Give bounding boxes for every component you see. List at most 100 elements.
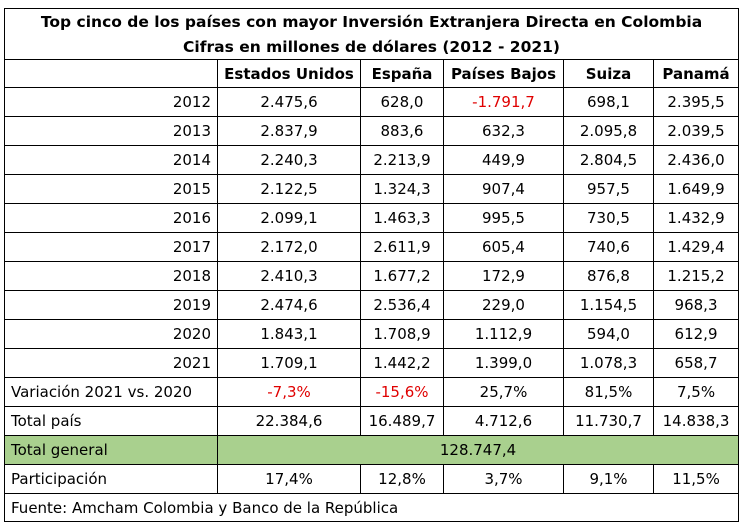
year-cell: 2016 — [4, 203, 218, 233]
value-cell: 2.536,4 — [360, 290, 444, 320]
value-cell: 995,5 — [443, 203, 564, 233]
table-row: 2015 2.122,5 1.324,3 907,4 957,5 1.649,9 — [4, 174, 740, 204]
total-pais-cell: 4.712,6 — [443, 406, 564, 436]
header-paises-bajos: Países Bajos — [443, 59, 564, 88]
value-cell: 658,7 — [652, 348, 740, 378]
value-cell: 2.475,6 — [217, 87, 361, 117]
value-cell: 698,1 — [563, 87, 654, 117]
value-cell: 907,4 — [443, 174, 564, 204]
value-cell: 1.843,1 — [217, 319, 361, 349]
value-cell: 628,0 — [360, 87, 444, 117]
value-cell: 1.649,9 — [652, 174, 740, 204]
value-cell: 957,5 — [563, 174, 654, 204]
value-cell: 2.474,6 — [217, 290, 361, 320]
year-cell: 2015 — [4, 174, 218, 204]
total-pais-cell: 11.730,7 — [563, 406, 654, 436]
value-cell: 1.677,2 — [360, 261, 444, 291]
value-cell: 229,0 — [443, 290, 564, 320]
table-row: 2012 2.475,6 628,0 -1.791,7 698,1 2.395,5 — [4, 87, 740, 117]
value-cell: 1.429,4 — [652, 232, 740, 262]
value-cell: 172,9 — [443, 261, 564, 291]
value-cell: 2.395,5 — [652, 87, 740, 117]
value-cell: 2.039,5 — [652, 116, 740, 146]
total-pais-row: Total país 22.384,6 16.489,7 4.712,6 11.730,… — [4, 406, 740, 436]
value-cell: 1.112,9 — [443, 319, 564, 349]
total-pais-cell: 14.838,3 — [652, 406, 740, 436]
value-cell: 632,3 — [443, 116, 564, 146]
header-row: Estados Unidos España Países Bajos Suiza… — [4, 59, 740, 88]
participacion-label: Participación — [4, 464, 218, 494]
header-suiza: Suiza — [563, 59, 654, 88]
table-row: 2020 1.843,1 1.708,9 1.112,9 594,0 612,9 — [4, 319, 740, 349]
value-cell: 2.122,5 — [217, 174, 361, 204]
source-note: Fuente: Amcham Colombia y Banco de la Re… — [3, 493, 740, 522]
value-cell: 1.399,0 — [443, 348, 564, 378]
value-cell: 1.324,3 — [360, 174, 444, 204]
value-cell: 1.463,3 — [360, 203, 444, 233]
participacion-cell: 3,7% — [443, 464, 564, 494]
participacion-row: Participación 17,4% 12,8% 3,7% 9,1% 11,5% — [4, 464, 740, 494]
value-cell: 1.708,9 — [360, 319, 444, 349]
value-cell: 1.154,5 — [563, 290, 654, 320]
variation-label: Variación 2021 vs. 2020 — [4, 377, 218, 407]
value-cell: -1.791,7 — [443, 87, 564, 117]
variation-cell: -15,6% — [360, 377, 444, 407]
total-general-label: Total general — [4, 435, 218, 465]
total-pais-label: Total país — [4, 406, 218, 436]
year-cell: 2012 — [4, 87, 218, 117]
value-cell: 1.215,2 — [652, 261, 740, 291]
title-row: Top cinco de los países con mayor Invers… — [3, 8, 740, 34]
year-cell: 2018 — [4, 261, 218, 291]
value-cell: 1.709,1 — [217, 348, 361, 378]
subtitle-row: Cifras en millones de dólares (2012 - 20… — [3, 34, 740, 60]
participacion-cell: 12,8% — [360, 464, 444, 494]
value-cell: 2.837,9 — [217, 116, 361, 146]
total-general-row: Total general 128.747,4 — [4, 435, 740, 465]
header-espana: España — [360, 59, 444, 88]
table-row: 2019 2.474,6 2.536,4 229,0 1.154,5 968,3 — [4, 290, 740, 320]
value-cell: 2.240,3 — [217, 145, 361, 175]
variation-cell: -7,3% — [217, 377, 361, 407]
fdi-table-container: Top cinco de los países con mayor Invers… — [3, 8, 740, 522]
value-cell: 612,9 — [652, 319, 740, 349]
table-row: 2016 2.099,1 1.463,3 995,5 730,5 1.432,9 — [4, 203, 740, 233]
value-cell: 2.436,0 — [652, 145, 740, 175]
value-cell: 730,5 — [563, 203, 654, 233]
total-general-value: 128.747,4 — [216, 435, 740, 465]
year-cell: 2019 — [4, 290, 218, 320]
year-cell: 2021 — [4, 348, 218, 378]
year-cell: 2013 — [4, 116, 218, 146]
source-row: Fuente: Amcham Colombia y Banco de la Re… — [3, 493, 740, 522]
value-cell: 594,0 — [563, 319, 654, 349]
value-cell: 2.095,8 — [563, 116, 654, 146]
value-cell: 2.099,1 — [217, 203, 361, 233]
table-row: 2021 1.709,1 1.442,2 1.399,0 1.078,3 658,7 — [4, 348, 740, 378]
fdi-table: Top cinco de los países con mayor Invers… — [3, 8, 740, 522]
header-estados-unidos: Estados Unidos — [217, 59, 361, 88]
table-row: 2018 2.410,3 1.677,2 172,9 876,8 1.215,2 — [4, 261, 740, 291]
value-cell: 968,3 — [652, 290, 740, 320]
table-title: Top cinco de los países con mayor Invers… — [3, 8, 740, 34]
variation-cell: 7,5% — [652, 377, 740, 407]
participacion-cell: 17,4% — [217, 464, 361, 494]
value-cell: 876,8 — [563, 261, 654, 291]
table-row: 2014 2.240,3 2.213,9 449,9 2.804,5 2.436,0 — [4, 145, 740, 175]
year-cell: 2020 — [4, 319, 218, 349]
year-cell: 2017 — [4, 232, 218, 262]
participacion-cell: 9,1% — [563, 464, 654, 494]
value-cell: 1.432,9 — [652, 203, 740, 233]
value-cell: 883,6 — [360, 116, 444, 146]
total-pais-cell: 22.384,6 — [217, 406, 361, 436]
value-cell: 449,9 — [443, 145, 564, 175]
value-cell: 605,4 — [443, 232, 564, 262]
table-subtitle: Cifras en millones de dólares (2012 - 20… — [3, 34, 740, 60]
year-cell: 2014 — [4, 145, 218, 175]
variation-row: Variación 2021 vs. 2020 -7,3% -15,6% 25,7% 8… — [4, 377, 740, 407]
value-cell: 2.804,5 — [563, 145, 654, 175]
header-panama: Panamá — [652, 59, 740, 88]
value-cell: 2.213,9 — [360, 145, 444, 175]
value-cell: 2.172,0 — [217, 232, 361, 262]
table-row: 2017 2.172,0 2.611,9 605,4 740,6 1.429,4 — [4, 232, 740, 262]
table-row: 2013 2.837,9 883,6 632,3 2.095,8 2.039,5 — [4, 116, 740, 146]
value-cell: 2.611,9 — [360, 232, 444, 262]
